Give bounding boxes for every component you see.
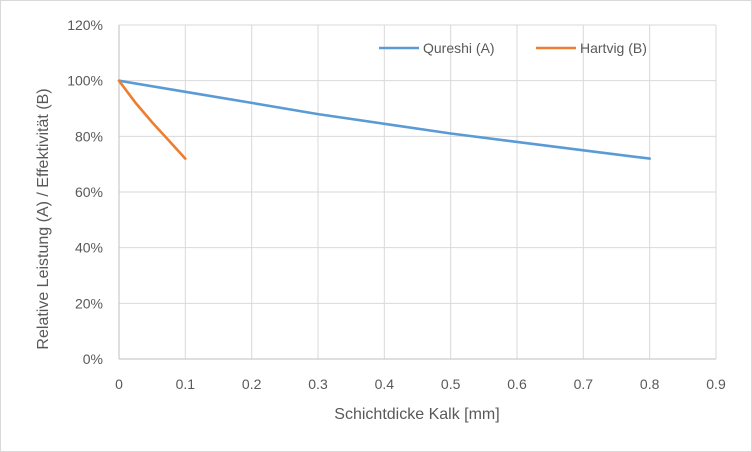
x-tick-label: 0.9 bbox=[706, 376, 726, 392]
series-line-hartvig bbox=[117, 79, 187, 160]
series-line-qureshi bbox=[117, 79, 652, 160]
x-tick-label: 0.1 bbox=[176, 376, 196, 392]
x-tick-label: 0.3 bbox=[308, 376, 328, 392]
axes: 0% 20% 40% 60% 80% 100% 120% 0 0.1 0.2 0.3 0.4 0.5 0.… bbox=[67, 17, 726, 392]
gridlines bbox=[119, 24, 717, 360]
y-tick-label: 60% bbox=[75, 184, 103, 200]
x-tick-label: 0.5 bbox=[441, 376, 461, 392]
x-tick-label: 0.4 bbox=[375, 376, 395, 392]
y-axis-title: Relative Leistung (A) / Effektivität (B) bbox=[35, 88, 52, 349]
x-axis-title: Schichtdicke Kalk [mm] bbox=[334, 406, 499, 423]
y-tick-label: 120% bbox=[67, 17, 103, 33]
x-tick-label: 0.2 bbox=[242, 376, 262, 392]
x-tick-label: 0.7 bbox=[574, 376, 594, 392]
legend: Qureshi (A) Hartvig (B) bbox=[379, 40, 647, 56]
legend-item-qureshi-label: Qureshi (A) bbox=[423, 40, 495, 56]
y-tick-label: 80% bbox=[75, 128, 103, 144]
x-tick-label: 0 bbox=[115, 376, 123, 392]
y-tick-label: 0% bbox=[83, 351, 103, 367]
x-tick-label: 0.8 bbox=[640, 376, 660, 392]
legend-item-hartvig-label: Hartvig (B) bbox=[580, 40, 647, 56]
x-tick-label: 0.6 bbox=[507, 376, 527, 392]
series-lines bbox=[117, 79, 652, 160]
y-tick-label: 40% bbox=[75, 240, 103, 256]
y-tick-label: 100% bbox=[67, 73, 103, 89]
y-tick-label: 20% bbox=[75, 295, 103, 311]
